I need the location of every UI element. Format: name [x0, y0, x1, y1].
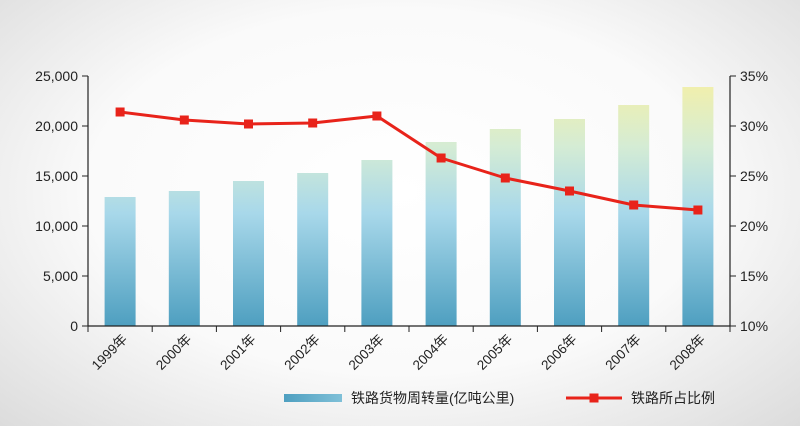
legend: 铁路货物周转量(亿吨公里) 铁路所占比例 [284, 390, 715, 406]
left-tick-label: 5,000 [43, 268, 78, 284]
ratio-marker-2006年 [565, 186, 574, 196]
x-tick-label: 2002年 [281, 332, 322, 373]
ratio-marker-2007年 [629, 200, 639, 210]
left-tick-label: 10,000 [35, 218, 78, 234]
left-tick-label: 0 [70, 318, 78, 334]
x-tick-label: 2008年 [667, 332, 708, 373]
bar-2003年 [361, 160, 393, 326]
legend-line-label: 铁路所占比例 [631, 390, 715, 406]
ratio-marker-2003年 [372, 111, 382, 121]
right-tick-label: 15% [740, 268, 768, 284]
bar-2005年 [489, 129, 521, 326]
ratio-marker-2002年 [308, 118, 318, 128]
right-tick-label: 35% [740, 68, 768, 84]
ratio-marker-2004年 [436, 153, 446, 163]
bar-1999年 [104, 197, 136, 326]
x-tick-label: 2004年 [410, 332, 451, 373]
line-series [115, 107, 703, 215]
legend-bar-swatch [284, 394, 342, 402]
legend-bar-label: 铁路货物周转量(亿吨公里) [351, 390, 514, 406]
x-tick-label: 2000年 [153, 332, 194, 373]
bar-series [104, 87, 714, 326]
x-tick-label: 2005年 [474, 332, 515, 373]
bar-2001年 [233, 181, 264, 326]
ratio-marker-2008年 [693, 205, 703, 215]
ratio-marker-1999年 [115, 107, 125, 117]
ratio-line [119, 110, 699, 212]
right-tick-label: 20% [740, 218, 768, 234]
ratio-marker-2005年 [500, 173, 510, 183]
left-tick-label: 25,000 [35, 68, 78, 84]
bar-2000年 [168, 191, 200, 326]
legend-line-marker [589, 393, 599, 403]
right-tick-label: 30% [740, 118, 768, 134]
x-tick-label: 2003年 [346, 332, 387, 373]
bar-2006年 [554, 119, 585, 326]
bar-2002年 [297, 173, 329, 326]
bar-2007年 [618, 105, 650, 326]
x-tick-label: 1999年 [89, 332, 130, 373]
right-tick-label: 10% [740, 318, 768, 334]
x-tick-label: 2006年 [538, 332, 579, 373]
ratio-marker-2001年 [244, 119, 253, 129]
right-tick-label: 25% [740, 168, 768, 184]
left-tick-label: 15,000 [35, 168, 78, 184]
x-tick-label: 2001年 [217, 332, 258, 373]
left-tick-label: 20,000 [35, 118, 78, 134]
bar-2004年 [425, 142, 457, 326]
x-tick-label: 2007年 [602, 332, 643, 373]
ratio-marker-2000年 [179, 115, 189, 125]
